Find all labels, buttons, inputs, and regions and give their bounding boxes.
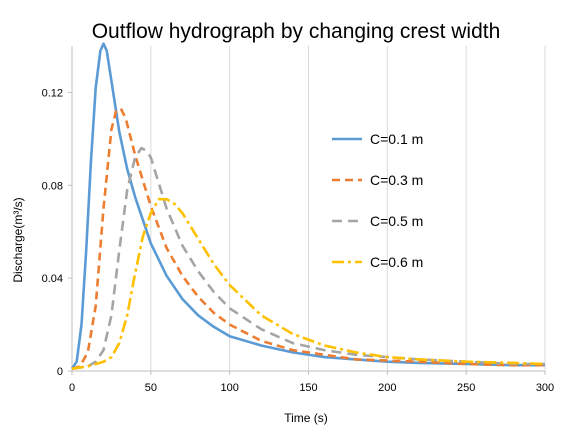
y-tick-label: 0.08 [42, 180, 63, 192]
y-tick-label: 0 [57, 366, 63, 378]
legend-label-0: C=0.1 m [370, 131, 423, 147]
legend: C=0.1 m C=0.3 m C=0.5 m C=0.6 m [332, 131, 423, 270]
y-tick-label: 0.04 [42, 273, 63, 285]
series-line-2 [71, 146, 545, 370]
legend-label-1: C=0.3 m [370, 172, 423, 188]
axes: 0 0.04 0.08 0.12 0 50 100 150 200 250 300 [42, 46, 554, 394]
x-tick-label: 250 [457, 382, 475, 394]
x-axis-label: Time (s) [284, 411, 328, 425]
y-axis-label: Discharge(m³/s) [11, 197, 25, 282]
chart-title: Outflow hydrograph by changing crest wid… [92, 20, 501, 43]
x-tick-label: 150 [299, 382, 317, 394]
x-tick-label: 100 [220, 382, 238, 394]
legend-label-2: C=0.5 m [370, 213, 423, 229]
series-line-1 [71, 107, 545, 370]
series-group [70, 42, 546, 370]
legend-label-3: C=0.6 m [370, 254, 423, 270]
series-line-3 [71, 197, 546, 370]
grid [150, 46, 546, 371]
x-tick-label: 50 [145, 382, 157, 394]
x-tick-label: 200 [378, 382, 396, 394]
x-tick-label: 0 [69, 382, 75, 394]
x-tick-label: 300 [536, 382, 554, 394]
y-tick-label: 0.12 [42, 87, 63, 99]
